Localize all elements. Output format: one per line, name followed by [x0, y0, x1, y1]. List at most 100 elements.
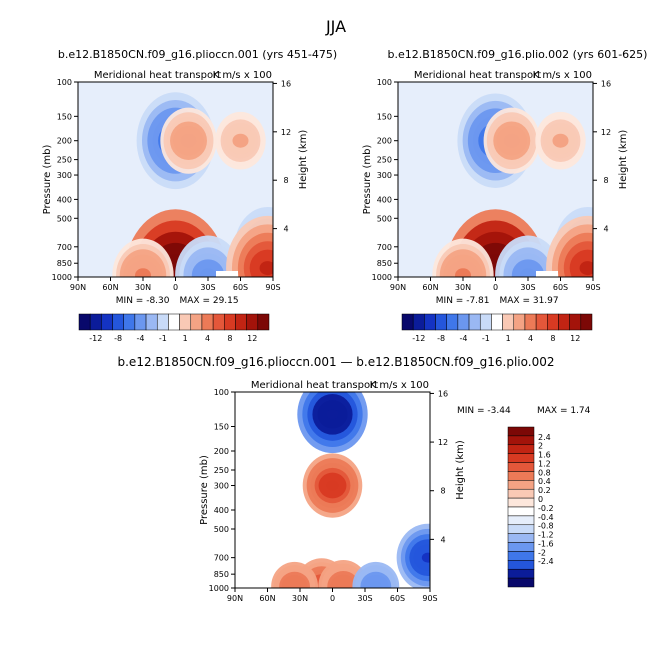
x-tick-label: 90N — [70, 283, 86, 292]
height-tick-label: 12 — [281, 128, 291, 137]
contour-core — [200, 268, 216, 277]
x-tick-label: 30N — [135, 283, 151, 292]
min-readout: MIN = -7.81 — [436, 296, 490, 306]
panel-inner-title: Meridional heat transport — [414, 70, 541, 81]
y-tick-label: 300 — [214, 482, 229, 491]
x-tick-label: 60S — [390, 594, 405, 603]
colorbar-label: -0.8 — [538, 522, 554, 531]
y-tick-label: 300 — [377, 171, 392, 180]
x-tick-label: 90N — [227, 594, 243, 603]
colorbar-label: -1.6 — [538, 539, 554, 548]
colorbar-swatch — [78, 313, 91, 331]
colorbar-label: 8 — [227, 334, 232, 343]
height-tick-label: 4 — [603, 225, 608, 234]
x-tick-label: 90N — [390, 283, 406, 292]
colorbar-label: -2 — [538, 548, 546, 557]
colorbar-swatch — [507, 497, 535, 508]
x-tick-label: 60N — [422, 283, 438, 292]
x-tick-label: 60N — [259, 594, 275, 603]
contour-core — [503, 133, 520, 148]
colorbar-swatch — [507, 560, 535, 570]
colorbar: -12 -8 -4 -1 1 4 8 12 — [78, 313, 270, 343]
colorbar-swatch — [145, 313, 158, 331]
colorbar-label: 12 — [570, 334, 580, 343]
colorbar-label: 1 — [183, 334, 188, 343]
colorbar-swatch — [507, 488, 535, 499]
colorbar-swatch — [507, 542, 535, 552]
colorbar-swatch — [156, 313, 169, 331]
colorbar-swatch — [201, 313, 214, 331]
x-tick-label: 30N — [455, 283, 471, 292]
contour-core — [337, 581, 350, 588]
y-tick-label: 1000 — [372, 273, 392, 282]
colorbar-label: 0.8 — [538, 468, 551, 477]
ground-mask — [216, 271, 238, 277]
height-tick-label: 8 — [603, 176, 608, 185]
panel-title: b.e12.B1850CN.f09_g16.plio.002 (yrs 601-… — [388, 48, 648, 61]
colorbar-label: -1 — [482, 334, 490, 343]
x-tick-label: 30S — [200, 283, 215, 292]
colorbar-label: -2.4 — [538, 557, 554, 566]
colorbar-label: 0.2 — [538, 486, 551, 495]
x-tick-label: 30S — [357, 594, 372, 603]
colorbar-swatch — [479, 313, 492, 331]
colorbar-swatch — [507, 551, 535, 561]
colorbar-label: -4 — [136, 334, 144, 343]
contour-core — [421, 552, 430, 563]
colorbar-swatch — [224, 313, 236, 331]
colorbar-label: 2.4 — [538, 433, 551, 442]
y-tick-label: 1000 — [209, 584, 229, 593]
colorbar-swatch — [558, 313, 570, 331]
y-tick-label: 150 — [377, 112, 392, 121]
colorbar-label: 8 — [550, 334, 555, 343]
colorbar-swatch — [168, 313, 180, 331]
y-tick-label: 700 — [214, 554, 229, 563]
x-tick-label: 30N — [292, 594, 308, 603]
max-readout: MAX = 29.15 — [180, 296, 239, 306]
height-tick-label: 4 — [440, 535, 445, 544]
colorbar-label: 0.4 — [538, 477, 551, 486]
colorbar-swatch — [580, 313, 593, 331]
colorbar-label: 1.2 — [538, 459, 551, 468]
colorbar-label: 0 — [538, 495, 543, 504]
colorbar: -12 -8 -4 -1 1 4 8 12 — [401, 313, 593, 343]
height-tick-label: 12 — [601, 128, 611, 137]
colorbar-swatch — [513, 313, 526, 331]
y-tick-label: 850 — [214, 570, 229, 579]
colorbar-swatch — [134, 313, 147, 331]
colorbar-label: -8 — [114, 334, 122, 343]
panel-inner-title: Meridional heat transport — [251, 380, 378, 391]
contour-core — [180, 133, 197, 148]
figure-title: JJA — [325, 17, 346, 36]
colorbar: 2.421.61.20.80.40.20-0.2-0.4-0.8-1.2-1.6… — [507, 426, 554, 588]
x-tick-label: 60S — [233, 283, 248, 292]
colorbar-swatch — [507, 524, 535, 534]
colorbar-label: -12 — [89, 334, 102, 343]
y-axis-label: Pressure (mb) — [199, 455, 210, 525]
height-tick-label: 12 — [438, 438, 448, 447]
y-tick-label: 850 — [377, 259, 392, 268]
colorbar-swatch — [507, 515, 535, 526]
y-tick-label: 150 — [214, 423, 229, 432]
y-tick-label: 250 — [214, 466, 229, 475]
colorbar-swatch — [424, 313, 436, 331]
field-contours — [112, 92, 273, 277]
y-tick-label: 500 — [377, 214, 392, 223]
height-tick-label: 4 — [283, 225, 288, 234]
y-tick-label: 500 — [57, 214, 72, 223]
y-tick-label: 250 — [57, 156, 72, 165]
colorbar-swatch — [446, 313, 459, 331]
contour-core — [259, 261, 273, 276]
x-tick-label: 60N — [102, 283, 118, 292]
contour-core — [520, 268, 536, 277]
colorbar-swatch — [412, 313, 425, 331]
colorbar-label: 4 — [528, 334, 533, 343]
x-tick-label: 0 — [173, 283, 178, 292]
colorbar-label: -1.2 — [538, 531, 554, 540]
y-tick-label: 1000 — [52, 273, 72, 282]
colorbar-swatch — [535, 313, 548, 331]
contour-blob — [413, 544, 430, 571]
panel-units: K m/s x 100 — [213, 70, 272, 81]
y-tick-label: 100 — [377, 78, 392, 87]
